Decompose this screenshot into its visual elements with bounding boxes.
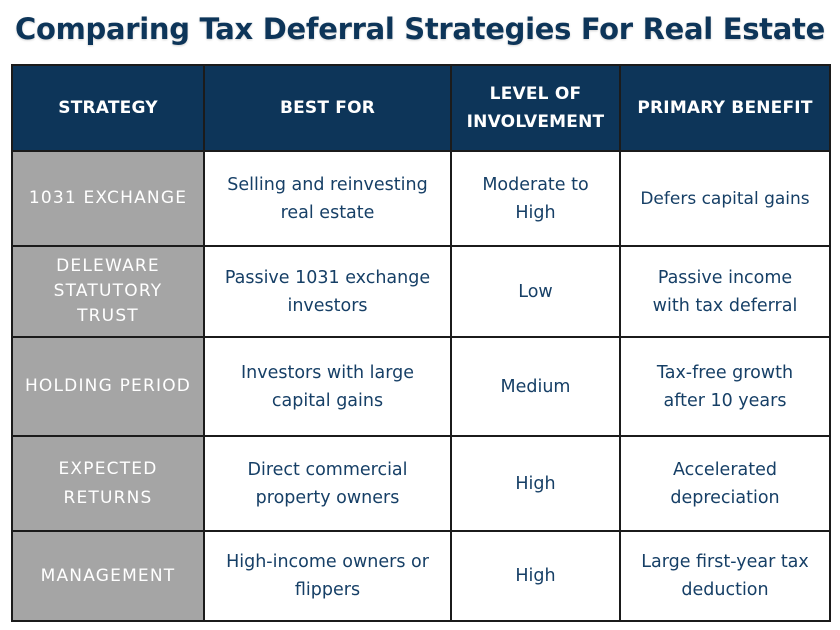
- strategy-cell: EXPECTED RETURNS: [11, 435, 205, 532]
- best-for-cell: Direct commercial property owners: [203, 435, 452, 532]
- header-best-for: BEST FOR: [203, 64, 452, 152]
- table-row: HOLDING PERIOD Investors with large capi…: [11, 336, 831, 437]
- best-for-cell: Passive 1031 exchange investors: [203, 245, 452, 338]
- best-for-cell: High-income owners or flippers: [203, 530, 452, 622]
- benefit-cell: Passive income with tax deferral: [619, 245, 831, 338]
- table-row: 1031 EXCHANGE Selling and reinvesting re…: [11, 150, 831, 247]
- table-row: MANAGEMENT High-income owners or flipper…: [11, 530, 831, 622]
- strategy-cell: MANAGEMENT: [11, 530, 205, 622]
- benefit-cell: Large first-year tax deduction: [619, 530, 831, 622]
- comparison-table: STRATEGY BEST FOR LEVEL OF INVOLVEMENT PR…: [11, 64, 831, 622]
- involvement-cell: Low: [450, 245, 621, 338]
- benefit-cell: Accelerated depreciation: [619, 435, 831, 532]
- page-title: Comparing Tax Deferral Strategies For Re…: [15, 12, 825, 46]
- best-for-cell: Investors with large capital gains: [203, 336, 452, 437]
- involvement-cell: Moderate to High: [450, 150, 621, 247]
- table-row: DELEWARE STATUTORY TRUST Passive 1031 ex…: [11, 245, 831, 338]
- header-level-of-involvement: LEVEL OF INVOLVEMENT: [450, 64, 621, 152]
- best-for-cell: Selling and reinvesting real estate: [203, 150, 452, 247]
- header-strategy: STRATEGY: [11, 64, 205, 152]
- table-row: EXPECTED RETURNS Direct commercial prope…: [11, 435, 831, 532]
- involvement-cell: Medium: [450, 336, 621, 437]
- strategy-cell: 1031 EXCHANGE: [11, 150, 205, 247]
- strategy-cell: HOLDING PERIOD: [11, 336, 205, 437]
- involvement-cell: High: [450, 435, 621, 532]
- benefit-cell: Defers capital gains: [619, 150, 831, 247]
- benefit-cell: Tax-free growth after 10 years: [619, 336, 831, 437]
- table-header-row: STRATEGY BEST FOR LEVEL OF INVOLVEMENT PR…: [11, 64, 831, 152]
- strategy-cell: DELEWARE STATUTORY TRUST: [11, 245, 205, 338]
- involvement-cell: High: [450, 530, 621, 622]
- header-primary-benefit: PRIMARY BENEFIT: [619, 64, 831, 152]
